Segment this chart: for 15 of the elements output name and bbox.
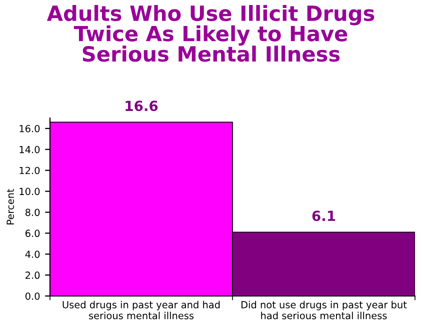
chart-title: Adults Who Use Illicit Drugs Twice As Likely to Have Serious Mental Illness [46,5,374,62]
x-tick-label: Used drugs in past year and had serious mental illness [62,300,220,320]
y-tick-label: 14.0 [20,146,40,154]
y-tick-label: 16.0 [20,124,40,132]
y-tick-label: 0.0 [25,292,40,300]
y-tick-label: 10.0 [20,188,40,196]
y-axis-title: Percent [6,188,14,224]
y-tick-label: 8.0 [25,208,40,216]
y-tick-label: 4.0 [25,250,40,258]
data-label: 6.1 [312,210,336,222]
y-tick-label: 6.0 [25,230,40,238]
data-label: 16.6 [126,100,158,112]
y-tick-label: 12.0 [20,166,40,174]
x-tick-label: Did not use drugs in past year but had serious mental illness [242,300,407,320]
y-tick-label: 2.0 [26,272,40,279]
